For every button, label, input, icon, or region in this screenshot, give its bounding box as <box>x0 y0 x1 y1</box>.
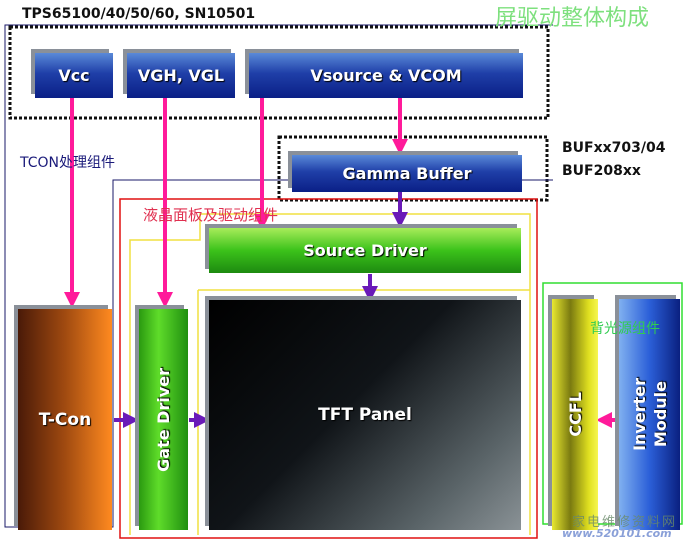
watermark-url: www.520101.com <box>562 527 672 540</box>
yellow-outline <box>129 213 531 535</box>
panel-group-outline <box>119 198 538 539</box>
backlight-group-label: 背光源组件 <box>590 321 660 337</box>
inverter-label-1: Inverter <box>629 378 649 451</box>
tcon-group-label: TCON处理组件 <box>20 155 115 171</box>
vsource-label: Vsource & VCOM <box>310 66 462 85</box>
ccfl-block: CCFL <box>552 299 598 530</box>
source-driver-label: Source Driver <box>303 241 427 260</box>
vgh-vgl-block: VGH, VGL <box>127 53 235 98</box>
buffer-chip-label-1: BUFxx703/04 <box>562 140 666 156</box>
inverter-module-block: Inverter Module <box>619 299 680 530</box>
gate-driver-label: Gate Driver <box>154 367 173 472</box>
panel-group-label: 液晶面板及驱动组件 <box>143 206 279 224</box>
ccfl-label: CCFL <box>565 392 585 437</box>
gamma-buffer-block: Gamma Buffer <box>292 155 522 192</box>
tcon-block: T-Con <box>18 309 112 530</box>
diagram-title: 屏驱动整体构成 <box>495 6 650 31</box>
gamma-group-outline <box>277 135 549 202</box>
vgh-label: VGH, VGL <box>137 66 225 85</box>
watermark-cn: 家电维修资料网 <box>572 515 678 530</box>
tcon-label: T-Con <box>38 409 92 430</box>
vsource-vcom-block: Vsource & VCOM <box>249 53 523 98</box>
vcc-block: Vcc <box>35 53 113 98</box>
gate-driver-block: Gate Driver <box>139 309 188 530</box>
tft-panel-label: TFT Panel <box>318 405 412 425</box>
tft-panel-block: TFT Panel <box>209 300 521 530</box>
chip-label: TPS65100/40/50/60, SN10501 <box>22 6 256 22</box>
source-driver-block: Source Driver <box>209 228 521 273</box>
buffer-chip-label-2: BUF208xx <box>562 163 641 179</box>
power-ic-group-outline <box>8 25 550 120</box>
backlight-group-outline <box>542 282 683 525</box>
gamma-label: Gamma Buffer <box>342 164 472 183</box>
inverter-label-2: Module <box>650 381 670 448</box>
vcc-label: Vcc <box>58 66 90 85</box>
